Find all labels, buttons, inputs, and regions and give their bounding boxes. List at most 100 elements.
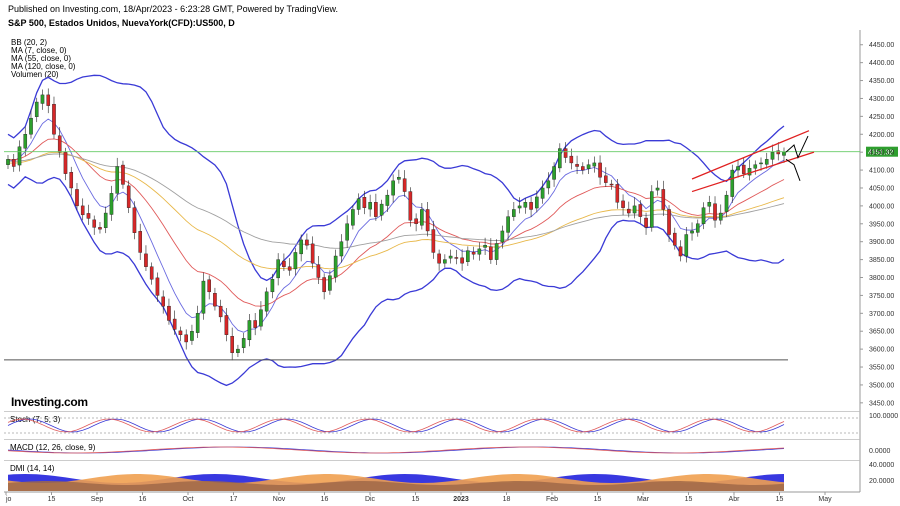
candlestick [540, 180, 545, 204]
candlestick [471, 246, 476, 260]
candlestick [649, 185, 654, 232]
candlestick [23, 126, 28, 156]
candle-body [431, 229, 436, 253]
candle-body [558, 148, 562, 169]
candle-body [374, 202, 378, 217]
candlestick [598, 155, 602, 185]
channel-upper-line [691, 130, 810, 180]
candle-body [236, 348, 240, 353]
candle-body [207, 279, 211, 293]
candle-body [454, 257, 459, 259]
candle-body [707, 202, 712, 207]
candle-body [69, 172, 74, 189]
time-tick-label: 2023 [453, 496, 469, 503]
candlestick [115, 157, 120, 201]
candle-body [535, 196, 539, 209]
candle-body [569, 155, 574, 164]
candlestick [523, 198, 528, 214]
candlestick [672, 227, 677, 250]
time-tick-label: 15 [776, 496, 784, 503]
candlestick [563, 142, 568, 163]
candle-body [218, 305, 223, 318]
candle-body [695, 223, 700, 233]
candlestick [362, 190, 367, 215]
candlestick [586, 159, 591, 175]
candle-body [195, 313, 200, 333]
candle-body [328, 275, 332, 291]
candlestick [506, 210, 510, 240]
adx-area [8, 481, 784, 491]
candle-body [724, 194, 729, 212]
candle-body [109, 193, 114, 215]
candle-body [144, 253, 148, 267]
candle-body [425, 209, 430, 232]
candle-body [264, 291, 269, 312]
price-tick-label: 3700.00 [869, 311, 894, 318]
candlestick [460, 249, 464, 271]
candle-body [701, 207, 706, 224]
candlestick [517, 197, 522, 214]
candlestick [448, 249, 453, 264]
candlestick [322, 273, 326, 300]
ma55-line [7, 138, 785, 307]
time-tick-label: 15 [412, 496, 420, 503]
candle-body [310, 243, 315, 264]
candlestick [581, 162, 585, 175]
candlestick [356, 193, 361, 215]
candlestick [259, 301, 263, 331]
candle-body [259, 309, 263, 327]
candle-body [684, 234, 689, 257]
candlestick [425, 201, 430, 237]
candle-body [293, 252, 298, 270]
candlestick [477, 242, 482, 261]
candlestick [402, 170, 407, 197]
ma120-line [7, 151, 785, 270]
indicator-volume[interactable]: Volumen (20) [11, 70, 59, 79]
indicator-bb[interactable]: BB (20, 2) [11, 38, 48, 47]
candle-body [443, 259, 447, 264]
candle-body [391, 180, 395, 196]
candlestick [753, 160, 758, 175]
candle-body [471, 251, 476, 255]
candle-body [241, 338, 246, 348]
candle-body [770, 151, 775, 160]
candlestick [695, 219, 700, 237]
candle-body [57, 135, 62, 153]
indicator-ma7[interactable]: MA (7, close, 0) [11, 46, 67, 55]
candle-body [500, 230, 505, 243]
macd-line [7, 446, 785, 454]
candle-body [540, 187, 545, 199]
macd-title: MACD (12, 26, close, 9) [10, 443, 96, 452]
time-tick-label: 15 [594, 496, 602, 503]
candle-body [362, 197, 367, 208]
candlestick [236, 344, 240, 358]
candle-body [609, 183, 614, 186]
candle-body [23, 134, 28, 149]
candle-body [115, 166, 120, 194]
candle-body [126, 185, 131, 208]
candlestick [310, 236, 315, 269]
candlestick [385, 189, 390, 212]
long-ma-line [7, 153, 785, 249]
candle-body [448, 255, 453, 259]
price-tick-label: 3600.00 [869, 347, 894, 354]
candle-body [672, 232, 677, 246]
candle-body [316, 264, 321, 278]
candle-body [98, 227, 102, 230]
candlestick [483, 237, 487, 255]
candle-body [627, 208, 631, 214]
indicator-ma55[interactable]: MA (55, close, 0) [11, 54, 72, 63]
candle-body [489, 246, 493, 260]
candlestick [230, 327, 234, 361]
candlestick [305, 233, 309, 250]
bearish-projection-line [785, 158, 801, 181]
indicator-ma120[interactable]: MA (120, close, 0) [11, 62, 76, 71]
time-tick-label: Sep [91, 496, 104, 503]
candle-body [402, 178, 407, 192]
time-tick-label: 16 [139, 496, 147, 503]
candlestick [149, 262, 154, 285]
candlestick [575, 155, 579, 175]
candlestick [224, 307, 229, 342]
macd-tick-label: 0.0000 [869, 448, 891, 455]
